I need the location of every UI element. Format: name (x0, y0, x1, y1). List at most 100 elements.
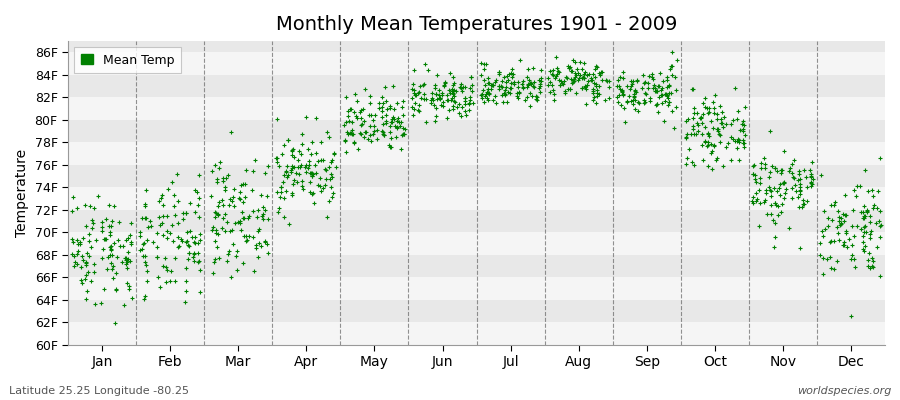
Point (768, 165, 782, 171)
Point (526, 78, 541, 85)
Point (637, 96, 652, 103)
Point (95, 219, 110, 225)
Point (504, 73, 518, 80)
Bar (68, 300, 885, 322)
Point (428, 102, 442, 108)
Point (179, 277, 194, 284)
Point (428, 113, 443, 119)
Point (565, 56, 580, 63)
Point (302, 179, 317, 185)
Point (410, 92, 424, 98)
Point (669, 87, 683, 93)
Point (760, 211, 775, 218)
Point (218, 228, 232, 235)
Point (101, 254, 115, 260)
Point (775, 167, 789, 174)
Point (387, 106, 401, 112)
Point (768, 220, 782, 226)
Point (864, 227, 878, 234)
Point (666, 125, 680, 131)
Point (212, 255, 226, 262)
Point (869, 244, 884, 250)
Point (764, 210, 778, 217)
Point (80, 268, 94, 275)
Point (695, 131, 709, 137)
Point (641, 84, 655, 91)
Point (797, 201, 812, 207)
Point (735, 128, 750, 134)
Point (627, 106, 642, 113)
Point (140, 262, 154, 268)
Point (70, 261, 85, 268)
Point (447, 93, 462, 99)
Point (631, 99, 645, 105)
Point (529, 96, 544, 102)
Bar (68, 255, 885, 277)
Point (109, 286, 123, 292)
Point (485, 82, 500, 88)
Point (844, 241, 859, 248)
Point (495, 91, 509, 98)
Point (554, 78, 568, 84)
Point (626, 78, 641, 84)
Point (627, 86, 642, 93)
Point (554, 79, 569, 86)
Point (94, 228, 109, 234)
Point (660, 77, 674, 84)
Point (558, 88, 572, 94)
Point (626, 91, 641, 97)
Point (237, 233, 251, 239)
Point (405, 104, 419, 110)
Point (544, 82, 559, 88)
Point (716, 162, 730, 169)
Point (767, 184, 781, 191)
Point (233, 226, 248, 233)
Point (661, 74, 675, 81)
Point (82, 238, 96, 244)
Point (396, 97, 410, 104)
Point (426, 97, 440, 104)
Point (104, 244, 118, 250)
Point (585, 77, 599, 83)
Point (109, 270, 123, 276)
Point (650, 88, 664, 94)
Point (863, 213, 878, 220)
Point (362, 112, 376, 119)
Point (578, 84, 592, 90)
Point (724, 156, 738, 163)
Point (374, 108, 389, 114)
Point (79, 260, 94, 266)
Point (122, 258, 137, 264)
Point (295, 183, 310, 189)
Point (662, 65, 677, 72)
Point (305, 170, 320, 176)
Point (256, 212, 270, 219)
Point (105, 274, 120, 281)
Point (533, 89, 547, 95)
Point (706, 142, 721, 148)
Point (189, 189, 203, 195)
Point (105, 218, 120, 224)
Point (178, 298, 193, 305)
Point (519, 94, 534, 100)
Point (338, 137, 353, 143)
Point (321, 164, 336, 170)
Point (67, 263, 81, 269)
Point (375, 100, 390, 106)
Point (721, 140, 735, 146)
Point (70, 248, 85, 254)
Point (758, 165, 772, 171)
Point (787, 175, 801, 182)
Bar (68, 52, 885, 75)
Point (445, 95, 459, 102)
Point (187, 238, 202, 245)
Point (476, 77, 491, 84)
Point (307, 200, 321, 206)
Point (572, 59, 587, 66)
Point (377, 132, 392, 139)
Point (85, 243, 99, 250)
Point (701, 139, 716, 145)
Point (366, 130, 381, 137)
Point (79, 295, 94, 302)
Point (473, 60, 488, 66)
